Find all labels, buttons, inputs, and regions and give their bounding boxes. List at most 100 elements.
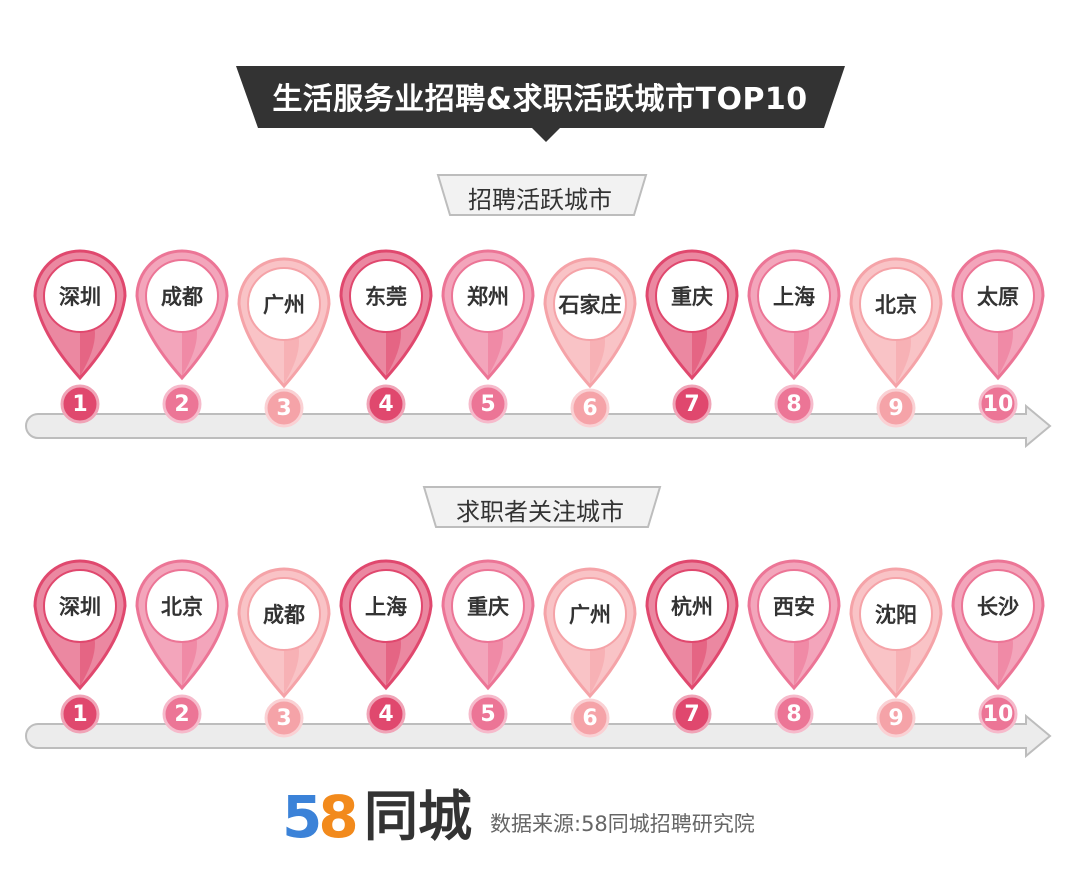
city-name: 深圳 [59,285,101,309]
city-pin [237,257,331,428]
city-name: 重庆 [671,285,713,309]
recruit-city-row: 深圳 1 成都 2 广州 3 东莞 4 郑州 5 石家庄 6 重庆 7 上海 8 北京 9 太原 10 [0,248,1080,448]
rank-number: 1 [72,701,88,727]
city-name: 上海 [773,285,815,309]
pin-inner-circle [43,259,117,333]
jobseeker-city-row: 深圳 1 北京 2 成都 3 上海 4 重庆 5 广州 6 杭州 7 西安 8 沈阳 9 长沙 10 [0,558,1080,758]
city-name: 上海 [365,595,407,619]
logo-digit-8: 8 [318,783,358,851]
rank-number: 6 [582,395,598,421]
city-pin [237,567,331,738]
section-label-recruit: 招聘活跃城市 [468,185,612,214]
city-pin [33,249,127,424]
rank-number: 8 [786,701,802,727]
city-pin [441,559,535,734]
pin-inner-circle [349,259,423,333]
city-pin [33,559,127,734]
pin-inner-circle [859,577,933,651]
city-name: 长沙 [977,595,1019,619]
pin-inner-circle [553,267,627,341]
pin-inner-circle [859,267,933,341]
rank-circle [978,384,1018,424]
pin-inner-circle [961,569,1035,643]
section-label-jobseeker: 求职者关注城市 [456,497,624,526]
rank-circle [570,388,610,428]
rank-number: 6 [582,705,598,731]
city-pin [339,249,433,424]
rank-number: 5 [480,701,496,727]
city-pin [135,559,229,734]
pin-inner-circle [655,569,729,643]
rank-circle [162,384,202,424]
city-name: 广州 [263,293,305,317]
city-name: 西安 [773,595,815,619]
rank-circle [468,694,508,734]
pin-inner-circle [247,577,321,651]
rank-number: 3 [276,705,292,731]
city-pin [543,567,637,738]
city-name: 东莞 [365,285,407,309]
rank-number: 5 [480,391,496,417]
rank-circle [366,384,406,424]
rank-circle [672,384,712,424]
city-pin [543,257,637,428]
pin-inner-circle [757,569,831,643]
city-name: 杭州 [671,595,713,619]
city-pin [849,567,943,738]
section-tag-1 [436,174,648,216]
rank-number: 4 [378,391,394,417]
rank-circle [264,698,304,738]
rank-number: 8 [786,391,802,417]
city-pin [645,559,739,734]
rank-circle [774,384,814,424]
city-pin [747,249,841,424]
data-source-text: 数据来源:58同城招聘研究院 [490,812,755,836]
pin-inner-circle [757,259,831,333]
rank-circle [60,694,100,734]
rank-circle [162,694,202,734]
rank-circle [876,698,916,738]
city-name: 深圳 [59,595,101,619]
pin-row-graphic [25,559,1052,758]
rank-circle [978,694,1018,734]
city-name: 郑州 [467,285,509,309]
rank-number: 7 [684,391,700,417]
pin-inner-circle [451,259,525,333]
rank-number: 3 [276,395,292,421]
brand-logo-58: 58 [282,782,359,852]
rank-number: 10 [982,391,1014,417]
pin-inner-circle [553,577,627,651]
city-name: 广州 [569,603,611,627]
rank-circle [264,388,304,428]
page-title: 生活服务业招聘&求职活跃城市TOP10 [272,82,808,117]
city-pin [849,257,943,428]
rank-number: 9 [888,705,904,731]
logo-digit-5: 5 [282,783,322,851]
city-name: 重庆 [467,595,509,619]
rank-circle [672,694,712,734]
city-name: 成都 [263,603,305,627]
pin-inner-circle [145,259,219,333]
rank-circle [774,694,814,734]
pin-inner-circle [655,259,729,333]
city-pin [339,559,433,734]
rank-circle [366,694,406,734]
pin-inner-circle [247,267,321,341]
rank-number: 2 [174,701,190,727]
city-name: 沈阳 [875,603,917,627]
city-name: 太原 [977,285,1019,309]
city-pin [441,249,535,424]
city-name: 成都 [161,285,203,309]
pin-inner-circle [349,569,423,643]
city-pin [645,249,739,424]
rank-number: 9 [888,395,904,421]
rank-number: 10 [982,701,1014,727]
pin-row-graphic [25,249,1052,448]
rank-number: 1 [72,391,88,417]
city-pin [747,559,841,734]
pin-inner-circle [961,259,1035,333]
city-name: 石家庄 [558,293,622,317]
pin-inner-circle [145,569,219,643]
pin-inner-circle [43,569,117,643]
city-name: 北京 [161,595,203,619]
